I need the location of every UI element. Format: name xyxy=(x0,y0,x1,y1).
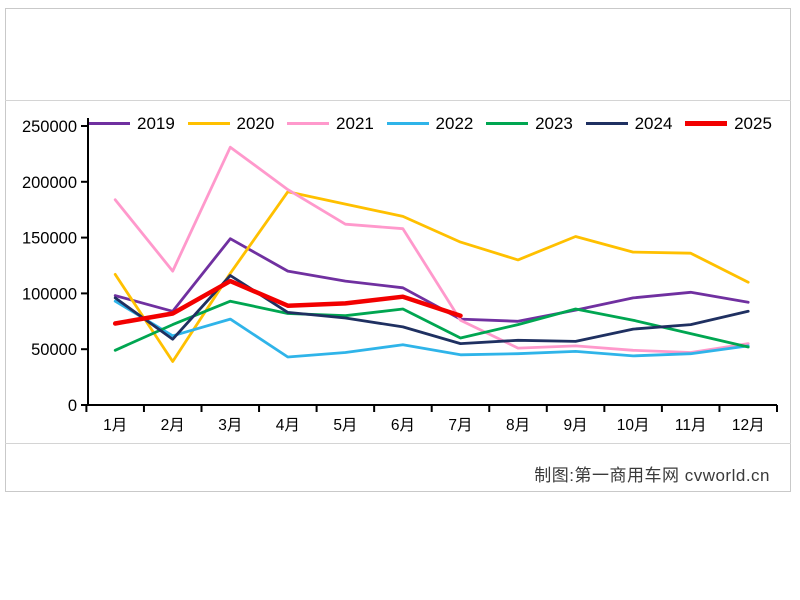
divider-above-legend xyxy=(5,100,791,101)
divider-above-footer xyxy=(5,443,791,444)
x-tick-label: 12月 xyxy=(732,417,765,434)
y-tick-label: 200000 xyxy=(22,174,77,192)
legend-swatch-2022 xyxy=(386,121,429,126)
legend-swatch-2025 xyxy=(685,121,728,126)
legend-label-2022: 2022 xyxy=(435,114,474,133)
legend-label-2021: 2021 xyxy=(336,114,374,133)
y-tick-label: 0 xyxy=(68,397,77,415)
legend-label-2020: 2020 xyxy=(236,114,275,133)
x-tick-label: 8月 xyxy=(506,417,530,434)
y-tick-label: 150000 xyxy=(22,230,77,248)
series-line-2021 xyxy=(113,145,750,354)
legend-item-2022: 2022 xyxy=(386,114,474,133)
series-line-2023 xyxy=(113,299,750,352)
legend-label-2019: 2019 xyxy=(137,114,175,133)
y-tick-label: 100000 xyxy=(22,285,77,303)
legend-item-2020: 2020 xyxy=(187,114,275,133)
legend-label-2025: 2025 xyxy=(734,114,772,133)
x-tick-label: 5月 xyxy=(333,417,357,434)
legend-label-2024: 2024 xyxy=(634,114,673,133)
y-tick-label: 250000 xyxy=(22,118,77,136)
series-line-2022 xyxy=(113,299,750,359)
legend-swatch-2023 xyxy=(486,121,529,126)
legend-item-2021: 2021 xyxy=(287,115,374,132)
x-tick-label: 9月 xyxy=(564,417,588,434)
series-line-2019 xyxy=(113,237,750,323)
x-tick-label: 11月 xyxy=(675,417,707,434)
chart-legend: 2019 2020 2021 2022 2023 2024 2025 xyxy=(88,115,772,132)
x-tick-label: 2月 xyxy=(161,417,185,434)
y-tick-label: 50000 xyxy=(31,341,77,359)
x-tick-label: 1月 xyxy=(103,417,127,434)
legend-item-2025: 2025 xyxy=(685,115,772,132)
x-tick-label: 7月 xyxy=(448,417,472,434)
legend-swatch-2021 xyxy=(287,121,330,126)
legend-swatch-2020 xyxy=(187,121,230,126)
x-tick-label: 3月 xyxy=(218,417,242,434)
chart-panel-border xyxy=(5,8,791,492)
legend-label-2023: 2023 xyxy=(535,114,573,133)
x-tick-label: 6月 xyxy=(391,417,415,434)
footer-credit: 制图:第一商用车网 cvworld.cn xyxy=(534,466,770,485)
legend-swatch-2024 xyxy=(585,121,628,126)
series-line-2025 xyxy=(112,278,463,326)
legend-item-2019: 2019 xyxy=(88,115,175,132)
legend-item-2023: 2023 xyxy=(486,115,573,132)
x-tick-label: 4月 xyxy=(276,417,300,434)
x-tick-label: 10月 xyxy=(617,417,650,434)
legend-item-2024: 2024 xyxy=(585,114,673,133)
legend-swatch-2019 xyxy=(88,121,130,126)
